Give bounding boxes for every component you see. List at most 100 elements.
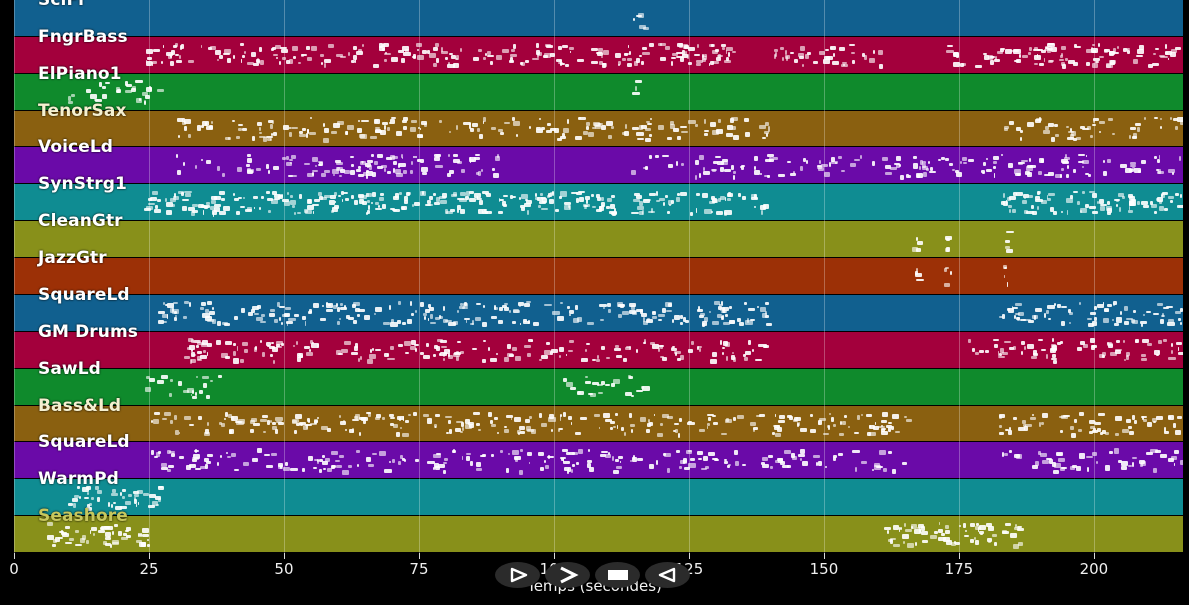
rewind-button[interactable] <box>645 562 690 588</box>
track-label-squareld[interactable]: SquareLd <box>38 284 130 305</box>
track-band[interactable] <box>14 442 1183 480</box>
note <box>781 57 784 62</box>
note <box>261 195 265 200</box>
note <box>1003 200 1008 206</box>
note <box>760 462 766 465</box>
note <box>450 208 456 212</box>
note <box>237 196 243 199</box>
note <box>259 340 263 344</box>
note <box>883 467 888 472</box>
play-button[interactable] <box>495 562 540 588</box>
note <box>1026 166 1033 172</box>
track-band[interactable] <box>14 368 1183 406</box>
note <box>414 309 418 313</box>
note <box>727 192 734 198</box>
x-tick-label: 50 <box>274 560 294 578</box>
note <box>108 502 111 508</box>
note <box>1140 415 1148 419</box>
note <box>1060 466 1065 471</box>
note <box>672 127 679 132</box>
note <box>1156 158 1161 164</box>
note <box>603 306 606 309</box>
note <box>177 381 183 386</box>
track-label-gm-drums[interactable]: GM Drums <box>38 321 139 342</box>
note <box>992 338 1000 342</box>
note <box>1140 321 1147 324</box>
note <box>463 122 471 125</box>
track-band[interactable] <box>14 516 1183 553</box>
track-band[interactable] <box>14 147 1183 185</box>
track-timeline-plot[interactable] <box>14 0 1183 553</box>
note <box>254 346 257 350</box>
note <box>320 425 329 431</box>
note <box>576 198 579 203</box>
track-band[interactable] <box>14 221 1183 259</box>
track-label-seashore[interactable]: Seashore <box>38 506 128 527</box>
track-label-voiceld[interactable]: VoiceLd <box>38 137 114 158</box>
note <box>313 419 318 424</box>
note <box>982 52 987 56</box>
note <box>696 60 703 64</box>
note <box>725 49 728 55</box>
note <box>506 344 512 349</box>
track-label-sawld[interactable]: SawLd <box>38 358 101 379</box>
note <box>1069 425 1075 431</box>
note <box>889 166 898 171</box>
note <box>317 458 320 463</box>
note <box>481 321 488 328</box>
note <box>839 421 843 425</box>
note <box>158 486 165 490</box>
note <box>725 419 732 424</box>
note <box>1077 200 1080 206</box>
note <box>794 59 798 63</box>
track-label-elpiano1[interactable]: ElPiano1 <box>38 63 122 84</box>
track-label-squareld[interactable]: SquareLd <box>38 432 130 453</box>
note <box>763 174 771 177</box>
track-separator <box>14 367 1183 369</box>
track-label-synstrg1[interactable]: SynStrg1 <box>38 174 127 195</box>
note <box>1174 126 1178 131</box>
note <box>510 54 517 57</box>
track-label-warmpd[interactable]: WarmPd <box>38 469 119 490</box>
track-band[interactable] <box>14 0 1183 37</box>
note <box>812 455 821 458</box>
note <box>452 321 459 325</box>
track-label-jazzgtr[interactable]: JazzGtr <box>38 248 107 269</box>
note <box>1049 459 1054 464</box>
track-label-bass-ld[interactable]: Bass&Ld <box>38 395 122 416</box>
gridline <box>688 0 690 553</box>
note <box>653 413 656 417</box>
fast-forward-button[interactable] <box>545 562 590 588</box>
note <box>390 422 394 427</box>
note <box>322 467 326 470</box>
track-label-tenorsax[interactable]: TenorSax <box>38 100 127 121</box>
note <box>356 463 359 467</box>
note <box>519 322 522 326</box>
transport-controls[interactable] <box>495 561 690 589</box>
note <box>357 194 365 199</box>
note <box>307 172 314 178</box>
track-band[interactable] <box>14 258 1183 295</box>
note <box>1160 318 1165 324</box>
stop-button[interactable] <box>595 562 640 588</box>
note <box>771 156 779 161</box>
note <box>326 308 334 312</box>
note <box>1179 459 1183 465</box>
note <box>840 169 846 173</box>
track-label-fngrbass[interactable]: FngrBass <box>38 26 128 47</box>
track-band[interactable] <box>14 294 1183 332</box>
note <box>707 422 710 427</box>
note <box>519 204 526 208</box>
track-band[interactable] <box>14 73 1183 111</box>
track-label-scifi[interactable]: SciFi <box>38 0 85 10</box>
note <box>802 158 806 163</box>
track-band[interactable] <box>14 479 1183 517</box>
note <box>1081 165 1084 169</box>
note <box>1006 282 1009 288</box>
note <box>721 316 723 321</box>
note <box>889 539 894 545</box>
note <box>1059 58 1064 62</box>
track-label-cleangtr[interactable]: CleanGtr <box>38 211 123 232</box>
note <box>851 51 856 55</box>
note <box>344 130 349 135</box>
